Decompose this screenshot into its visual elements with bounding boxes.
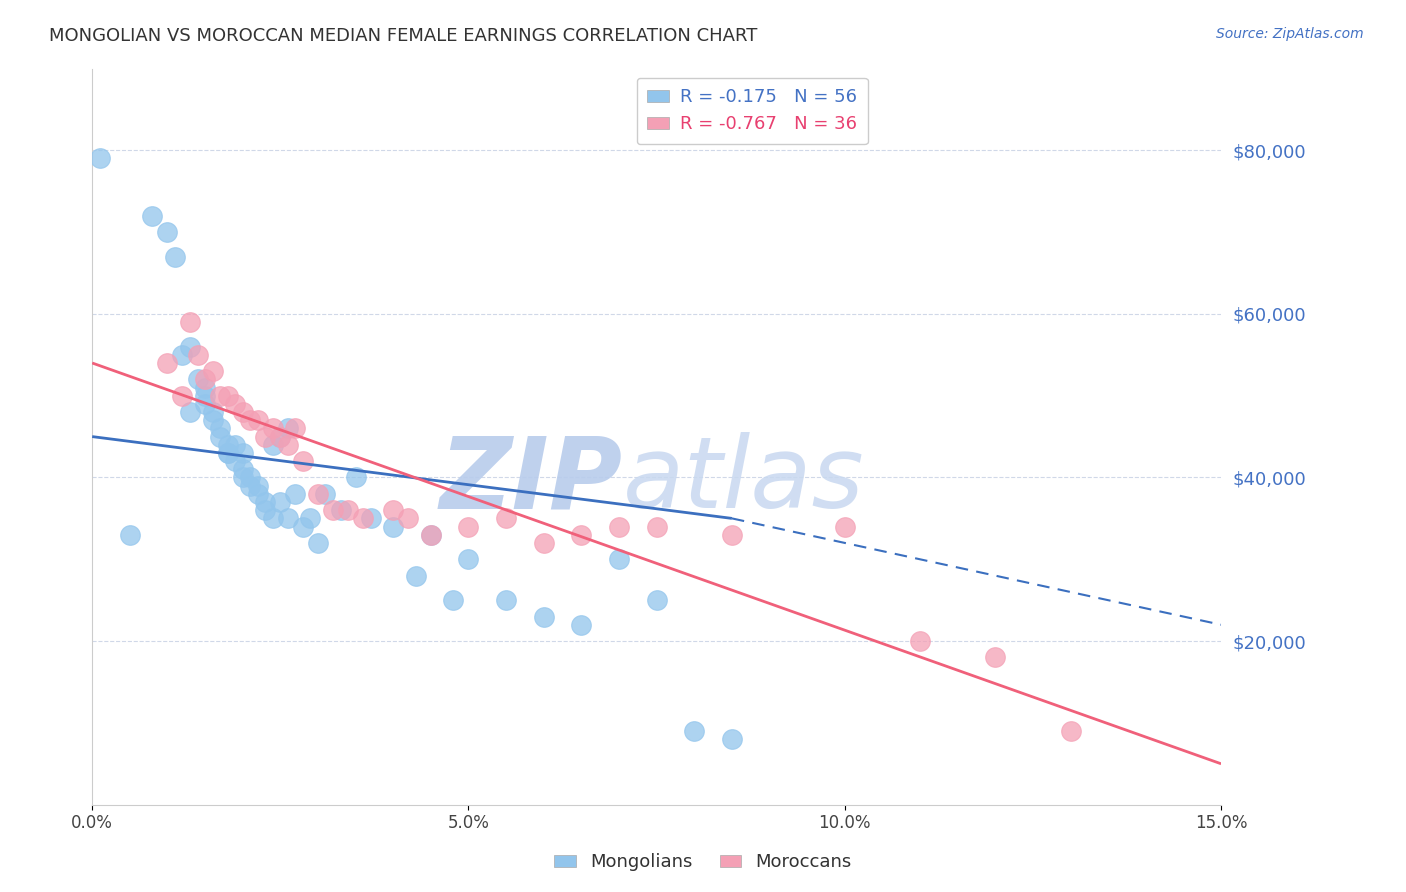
Point bbox=[156, 356, 179, 370]
Point bbox=[569, 527, 592, 541]
Point bbox=[419, 527, 441, 541]
Point bbox=[277, 511, 299, 525]
Point bbox=[209, 389, 232, 403]
Point bbox=[908, 634, 931, 648]
Legend: R = -0.175   N = 56, R = -0.767   N = 36: R = -0.175 N = 56, R = -0.767 N = 36 bbox=[637, 78, 868, 145]
Point bbox=[254, 429, 277, 443]
Point bbox=[262, 421, 284, 435]
Point bbox=[645, 519, 668, 533]
Point bbox=[834, 519, 856, 533]
Point bbox=[118, 527, 141, 541]
Point bbox=[284, 421, 307, 435]
Point bbox=[232, 446, 254, 460]
Point bbox=[246, 413, 269, 427]
Point bbox=[533, 609, 555, 624]
Point bbox=[209, 429, 232, 443]
Point bbox=[179, 340, 201, 354]
Point bbox=[246, 487, 269, 501]
Point bbox=[533, 536, 555, 550]
Point bbox=[360, 511, 382, 525]
Point bbox=[322, 503, 344, 517]
Text: Source: ZipAtlas.com: Source: ZipAtlas.com bbox=[1216, 27, 1364, 41]
Point bbox=[269, 495, 291, 509]
Point bbox=[141, 209, 163, 223]
Point bbox=[186, 348, 208, 362]
Point bbox=[277, 438, 299, 452]
Point bbox=[329, 503, 352, 517]
Point bbox=[246, 478, 269, 492]
Point bbox=[217, 446, 239, 460]
Point bbox=[217, 446, 239, 460]
Point bbox=[239, 470, 262, 484]
Point bbox=[1059, 724, 1081, 739]
Point bbox=[307, 536, 329, 550]
Point bbox=[396, 511, 419, 525]
Point bbox=[495, 511, 517, 525]
Point bbox=[419, 527, 441, 541]
Point bbox=[179, 405, 201, 419]
Point bbox=[232, 470, 254, 484]
Point bbox=[172, 389, 194, 403]
Point bbox=[269, 429, 291, 443]
Point bbox=[645, 593, 668, 607]
Point bbox=[224, 454, 246, 468]
Point bbox=[721, 527, 744, 541]
Point bbox=[232, 462, 254, 476]
Text: atlas: atlas bbox=[623, 433, 865, 529]
Point bbox=[194, 380, 217, 394]
Point bbox=[262, 511, 284, 525]
Point bbox=[217, 389, 239, 403]
Point bbox=[224, 397, 246, 411]
Point bbox=[495, 593, 517, 607]
Text: MONGOLIAN VS MOROCCAN MEDIAN FEMALE EARNINGS CORRELATION CHART: MONGOLIAN VS MOROCCAN MEDIAN FEMALE EARN… bbox=[49, 27, 758, 45]
Point bbox=[201, 405, 224, 419]
Point bbox=[89, 152, 111, 166]
Point bbox=[201, 364, 224, 378]
Point bbox=[239, 478, 262, 492]
Point bbox=[721, 732, 744, 747]
Point bbox=[277, 421, 299, 435]
Point bbox=[382, 519, 405, 533]
Point bbox=[269, 429, 291, 443]
Point bbox=[284, 487, 307, 501]
Point bbox=[217, 438, 239, 452]
Point bbox=[194, 389, 217, 403]
Point bbox=[683, 724, 706, 739]
Point bbox=[172, 348, 194, 362]
Text: ZIP: ZIP bbox=[440, 433, 623, 529]
Point bbox=[337, 503, 360, 517]
Legend: Mongolians, Moroccans: Mongolians, Moroccans bbox=[547, 847, 859, 879]
Point bbox=[984, 650, 1007, 665]
Point bbox=[457, 552, 479, 566]
Point bbox=[254, 503, 277, 517]
Point bbox=[569, 617, 592, 632]
Point bbox=[352, 511, 374, 525]
Point bbox=[179, 315, 201, 329]
Point bbox=[224, 438, 246, 452]
Point bbox=[156, 225, 179, 239]
Point bbox=[254, 495, 277, 509]
Point bbox=[382, 503, 405, 517]
Point bbox=[232, 405, 254, 419]
Point bbox=[344, 470, 367, 484]
Point bbox=[291, 454, 314, 468]
Point bbox=[209, 421, 232, 435]
Point bbox=[314, 487, 336, 501]
Point bbox=[607, 552, 630, 566]
Point bbox=[441, 593, 464, 607]
Point bbox=[262, 438, 284, 452]
Point bbox=[299, 511, 322, 525]
Point bbox=[457, 519, 479, 533]
Point bbox=[194, 372, 217, 386]
Point bbox=[307, 487, 329, 501]
Point bbox=[607, 519, 630, 533]
Point bbox=[186, 372, 208, 386]
Point bbox=[194, 397, 217, 411]
Point bbox=[201, 413, 224, 427]
Point bbox=[405, 568, 427, 582]
Point bbox=[291, 519, 314, 533]
Point bbox=[239, 413, 262, 427]
Point bbox=[163, 250, 186, 264]
